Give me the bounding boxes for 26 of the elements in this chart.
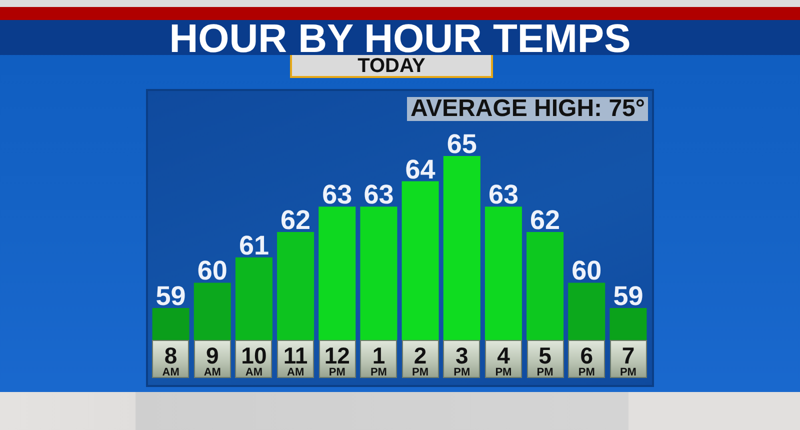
data-label: 63: [488, 180, 518, 210]
x-tick-label: 4 PM: [495, 342, 512, 378]
data-label: 59: [613, 281, 644, 312]
x-tick-label: 9 AM: [204, 342, 221, 378]
x-tick-label: 1 PM: [370, 342, 387, 378]
title-banner: HOUR BY HOUR TEMPS: [0, 20, 800, 55]
x-tick-label: 6 PM: [578, 342, 595, 378]
data-label: 62: [530, 205, 560, 235]
data-label: 60: [197, 256, 228, 286]
data-label: 63: [322, 180, 352, 210]
x-tick-label: 12 PM: [324, 342, 350, 378]
x-tick-label: 5 PM: [536, 342, 554, 378]
data-label: 65: [446, 128, 477, 159]
text: AVERAGE HIGH: 75°: [407, 95, 648, 122]
data-label: 62: [280, 205, 311, 235]
x-tick-label: 8 AM: [162, 342, 180, 378]
x-tick-label: 10 AM: [241, 342, 267, 378]
data-label: 64: [405, 154, 436, 184]
x-tick-label: 2 PM: [412, 342, 429, 378]
x-tick-label: 3 PM: [454, 342, 470, 378]
x-tick-label: 7 PM: [620, 342, 636, 378]
data-label: 63: [364, 180, 394, 210]
data-label: 59: [156, 281, 186, 312]
data-label: 60: [572, 256, 602, 286]
x-tick-label: 11 AM: [283, 342, 308, 378]
data-label: 61: [238, 230, 269, 260]
